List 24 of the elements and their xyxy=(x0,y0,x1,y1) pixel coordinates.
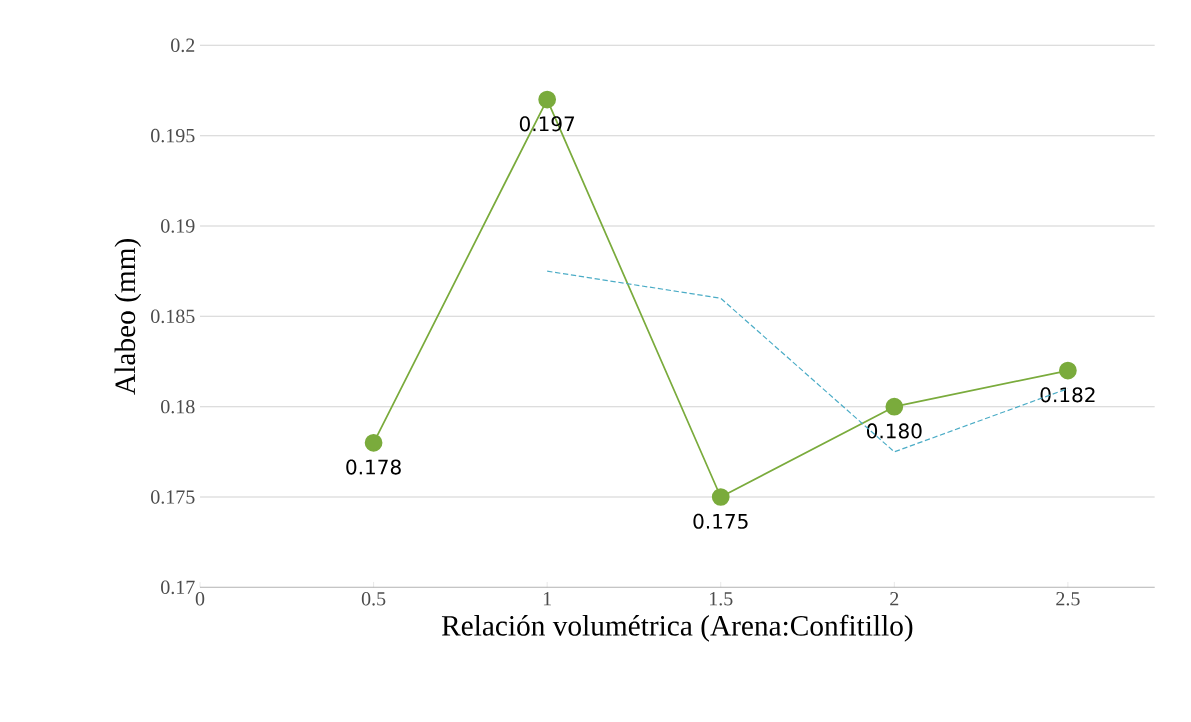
data-label: 0.178 xyxy=(346,459,401,475)
point xyxy=(1059,361,1077,380)
point xyxy=(364,433,383,452)
y-tick-label: 0.18 xyxy=(161,399,195,414)
x-tick-label: 1 xyxy=(543,592,551,606)
y-tick-label: 0.17 xyxy=(161,580,195,595)
data-label: 0.180 xyxy=(867,423,922,439)
y-tick-label: 0.175 xyxy=(151,490,195,504)
data-label: 0.182 xyxy=(1040,387,1095,403)
data-label: 0.175 xyxy=(693,513,748,529)
x-axis-title: Relación volumétrica (Arena:Confitillo) xyxy=(441,614,913,642)
point xyxy=(885,397,904,416)
x-tick-label: 1.5 xyxy=(709,592,733,606)
x-tick-label: 2.5 xyxy=(1056,592,1080,606)
point xyxy=(538,90,557,109)
y-axis-title: Alabeo (mm) xyxy=(114,238,142,395)
x-tick-label: 0 xyxy=(195,592,205,606)
y-tick-label: 0.185 xyxy=(151,309,195,324)
y-tick-label: 0.19 xyxy=(161,219,195,233)
x-tick-label: 0.5 xyxy=(361,592,386,606)
point xyxy=(711,488,730,506)
y-tick-label: 0.195 xyxy=(151,128,195,143)
x-tick-label: 2 xyxy=(890,592,899,606)
y-tick-label: 0.2 xyxy=(171,38,195,53)
